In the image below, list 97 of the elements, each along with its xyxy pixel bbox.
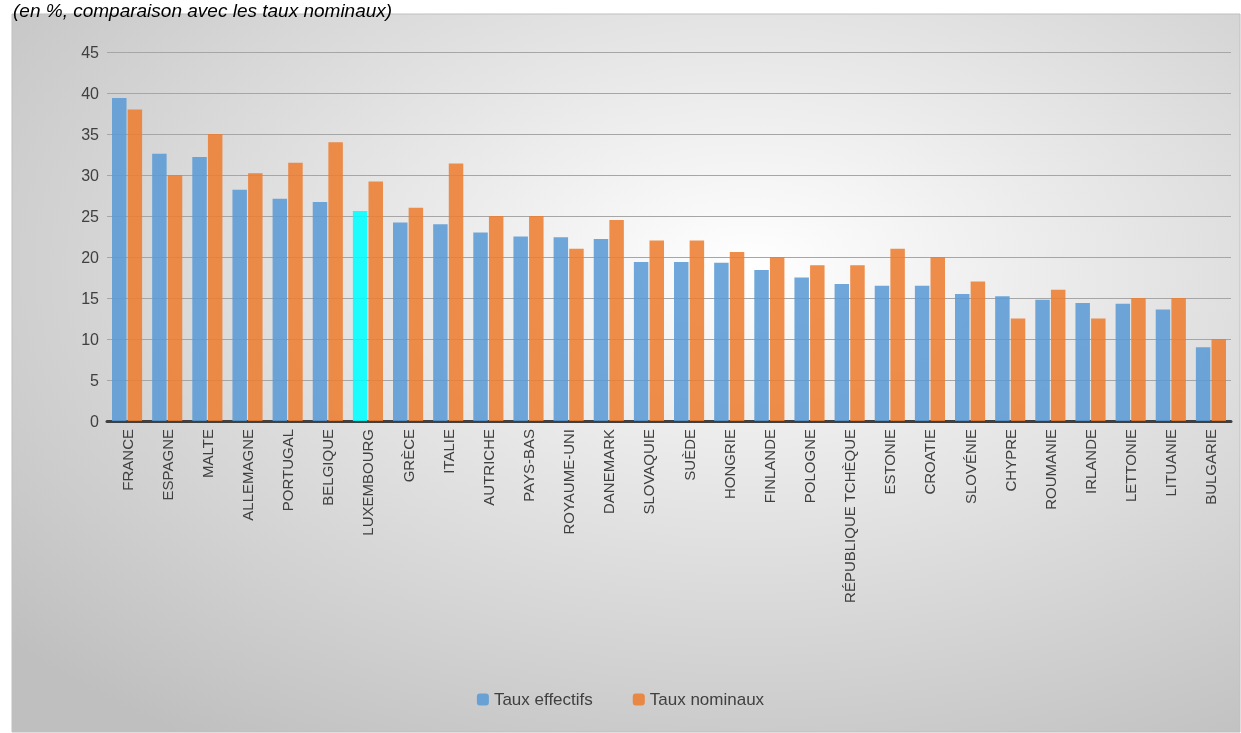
bar xyxy=(207,134,223,421)
bar xyxy=(112,97,127,421)
bar xyxy=(1171,298,1186,421)
bar xyxy=(328,142,343,421)
x-tick-label: ITALIE xyxy=(439,429,457,474)
bar xyxy=(769,257,785,421)
x-tick-label: LITUANIE xyxy=(1162,429,1180,497)
bar xyxy=(955,293,970,421)
x-tick-label: BELGIQUE xyxy=(319,429,337,506)
bar xyxy=(930,257,945,421)
bar xyxy=(1195,347,1211,421)
y-tick-label: 40 xyxy=(81,84,100,102)
x-tick-label: SLOVAQUIE xyxy=(640,429,658,515)
bar xyxy=(1050,289,1066,421)
bar xyxy=(810,265,825,421)
bar xyxy=(393,222,408,421)
x-tick-label: GRÈCE xyxy=(399,429,417,483)
bar xyxy=(433,224,448,421)
y-tick-label: 30 xyxy=(81,166,100,184)
bar xyxy=(248,173,263,421)
x-tick-label: POLOGNE xyxy=(801,429,818,504)
x-tick-label: DANEMARK xyxy=(600,429,618,515)
bar xyxy=(473,232,488,421)
bar xyxy=(272,198,288,421)
bar xyxy=(553,237,569,421)
legend-label: Taux nominaux xyxy=(649,690,765,709)
x-tick-label: PORTUGAL xyxy=(279,429,297,512)
bar xyxy=(714,262,729,421)
bar xyxy=(1131,298,1146,421)
bar xyxy=(152,153,167,421)
x-tick-label: SLOVÉNIE xyxy=(961,429,979,505)
bar xyxy=(288,162,303,421)
bar xyxy=(192,156,207,421)
y-tick-label: 5 xyxy=(90,371,100,389)
bar xyxy=(1091,318,1106,421)
x-tick-label: CHYPRE xyxy=(1001,429,1019,492)
legend-label: Taux effectifs xyxy=(493,690,593,709)
x-tick-label: FRANCE xyxy=(118,429,136,491)
bar xyxy=(593,238,609,421)
x-tick-label: SUÈDE xyxy=(680,429,698,481)
bar xyxy=(1035,299,1050,421)
x-tick-label: PAYS-BAS xyxy=(520,429,537,502)
bar xyxy=(754,270,769,421)
bar xyxy=(352,211,368,421)
bar xyxy=(890,248,905,421)
y-tick-label: 10 xyxy=(81,330,100,348)
bar xyxy=(167,175,183,421)
bar xyxy=(674,261,689,421)
bar xyxy=(649,240,664,421)
y-tick-label: 45 xyxy=(81,43,100,61)
x-tick-label: HONGRIE xyxy=(720,429,738,500)
y-tick-label: 0 xyxy=(90,412,100,430)
bar xyxy=(1010,318,1026,421)
x-tick-label: ROUMANIE xyxy=(1041,429,1059,510)
bar xyxy=(834,284,850,421)
bar xyxy=(794,277,809,421)
bar xyxy=(1115,303,1131,421)
bar xyxy=(513,236,528,421)
bar xyxy=(1155,309,1171,421)
x-tick-label: ROYAUME-UNI xyxy=(560,429,578,535)
bar xyxy=(970,281,986,421)
bar xyxy=(1075,302,1090,421)
bar xyxy=(609,220,624,421)
x-tick-label: IRLANDE xyxy=(1082,429,1099,495)
bar xyxy=(488,216,504,421)
bar xyxy=(127,109,143,421)
x-tick-label: ESTONIE xyxy=(881,429,899,495)
x-tick-label: LETTONIE xyxy=(1122,429,1140,503)
bar xyxy=(995,296,1010,421)
bar xyxy=(850,265,865,421)
bar xyxy=(729,252,745,421)
x-tick-label: CROATIE xyxy=(921,429,939,495)
bar xyxy=(569,248,584,421)
bar xyxy=(312,202,328,421)
x-tick-label: MALTE xyxy=(198,429,216,478)
chart-subtitle: (en %, comparaison avec les taux nominaux) xyxy=(13,0,393,21)
bar xyxy=(874,285,890,421)
bar xyxy=(689,240,705,421)
bar xyxy=(1211,339,1226,421)
y-tick-label: 15 xyxy=(81,289,100,307)
bar xyxy=(633,261,649,421)
x-tick-label: ESPAGNE xyxy=(158,429,176,501)
bar xyxy=(368,181,383,421)
x-tick-label: AUTRICHE xyxy=(479,429,497,506)
y-tick-label: 20 xyxy=(81,248,100,266)
y-tick-label: 35 xyxy=(81,125,100,143)
bar xyxy=(408,207,424,421)
x-tick-label: FINLANDE xyxy=(760,429,778,504)
x-tick-label: ALLEMAGNE xyxy=(239,429,256,521)
bar xyxy=(529,216,544,421)
bar xyxy=(448,163,464,421)
x-tick-label: LUXEMBOURG xyxy=(359,429,377,536)
y-tick-label: 25 xyxy=(81,207,100,225)
x-tick-label: BULGARIE xyxy=(1202,429,1220,505)
bar xyxy=(914,285,930,421)
x-tick-label: RÉPUBLIQUE TCHÈQUE xyxy=(841,429,859,603)
bar xyxy=(232,189,247,421)
